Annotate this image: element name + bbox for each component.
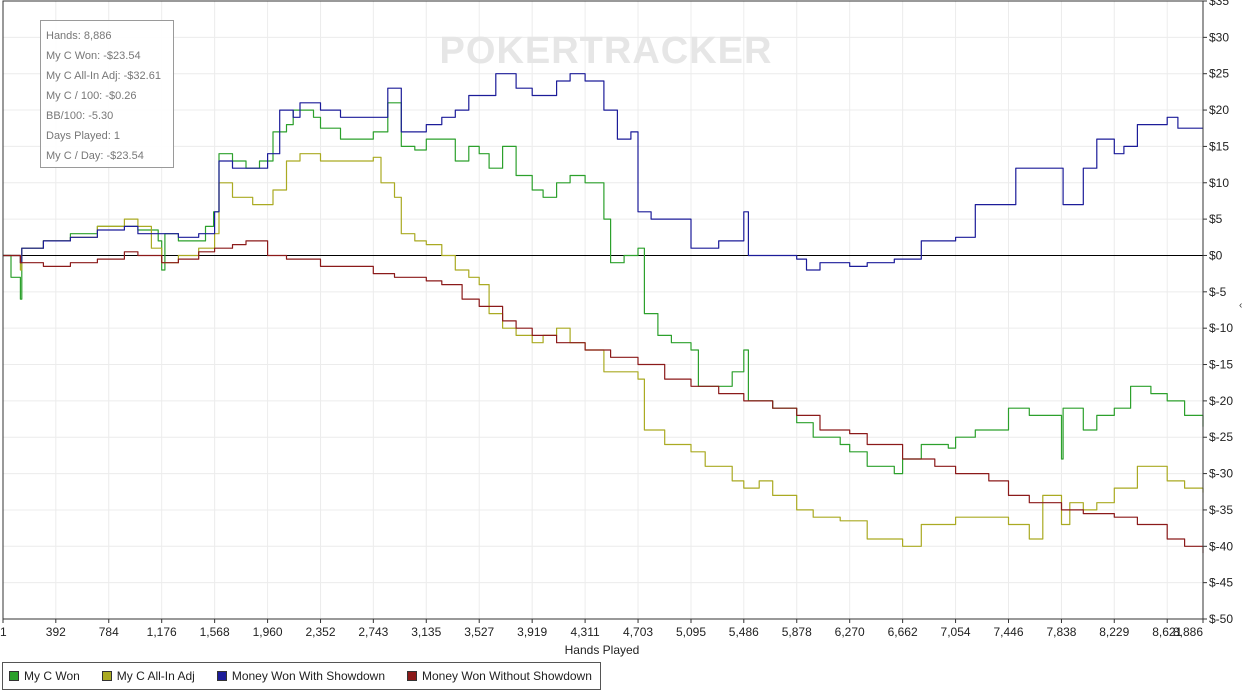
stats-per-100: My C / 100: -$0.26 (46, 90, 137, 102)
legend-swatch-without-showdown (407, 671, 418, 681)
y-tick-label: $0 (1209, 248, 1223, 262)
x-tick-label: 7,838 (1046, 625, 1076, 639)
y-tick-label: $-20 (1209, 394, 1233, 408)
legend-item-without-showdown[interactable]: Money Won Without Showdown (407, 669, 592, 683)
y-tick-label: $-10 (1209, 321, 1233, 335)
y-tick-label: $-15 (1209, 358, 1233, 372)
watermark-logo: POKERTRACKER (440, 30, 773, 72)
axis-layer: $35 $30 $25 $20 $15 $10 $5 $0 $-5 $-10 $-15 $-20 $-2… (0, 0, 1233, 639)
y-tick-label: $-35 (1209, 503, 1233, 517)
x-tick-label: 1 (0, 625, 7, 639)
legend-item-my-c-won[interactable]: My C Won (9, 669, 80, 683)
stats-box: Hands: 8,886 My C Won: -$23.54 My C All-… (40, 20, 174, 168)
legend-swatch-my-c-won (9, 671, 19, 681)
y-tick-label: $25 (1209, 67, 1229, 81)
y-tick-label: $-40 (1209, 539, 1233, 553)
legend-label: Money Won With Showdown (231, 669, 386, 683)
x-tick-label: 784 (99, 625, 119, 639)
y-tick-label: $-30 (1209, 467, 1233, 481)
x-tick-label: 1,568 (200, 625, 230, 639)
y-tick-label: $5 (1209, 212, 1223, 226)
series-line-2 (3, 73, 1203, 271)
y-tick-label: $-50 (1209, 612, 1233, 626)
y-tick-label: $-45 (1209, 576, 1233, 590)
y-tick-label: $30 (1209, 30, 1229, 44)
legend-item-all-in-adj[interactable]: My C All-In Adj (101, 669, 195, 683)
x-tick-label: 6,662 (888, 625, 918, 639)
x-tick-label: 8,621 (1152, 625, 1182, 639)
x-tick-label: 6,270 (835, 625, 865, 639)
x-axis-title: Hands Played (565, 643, 640, 657)
x-tick-label: 4,311 (571, 625, 600, 639)
series-line-3 (3, 240, 1204, 554)
series-line-0 (3, 102, 1204, 475)
stats-hands: Hands: 8,886 (46, 30, 112, 42)
stats-my-c-won: My C Won: -$23.54 (46, 50, 141, 62)
x-tick-label: 2,743 (358, 625, 388, 639)
x-tick-label: 4,703 (623, 625, 653, 639)
x-tick-label: 3,135 (411, 625, 441, 639)
x-tick-label: 7,446 (993, 625, 1023, 639)
y-tick-label: $15 (1209, 139, 1229, 153)
grid-layer (2, 0, 1204, 620)
x-tick-label: 1,176 (147, 625, 177, 639)
legend-swatch-all-in-adj (101, 671, 112, 681)
y-tick-label: $35 (1209, 0, 1229, 8)
stats-days-played: Days Played: 1 (46, 130, 120, 142)
series-layer (3, 73, 1204, 554)
legend-label: My C Won (24, 669, 80, 683)
x-tick-label: 5,878 (782, 625, 812, 639)
y-tick-label: $-5 (1209, 285, 1227, 299)
y-tick-label: $-25 (1209, 430, 1233, 444)
stats-bb-100: BB/100: -5.30 (46, 110, 114, 122)
x-tick-label: 8,229 (1099, 625, 1129, 639)
x-tick-label: 3,527 (464, 625, 494, 639)
chart-legend: My C Won My C All-In Adj Money Won With … (2, 662, 601, 690)
x-tick-label: 1,960 (253, 625, 283, 639)
plot-frame (2, 0, 1204, 620)
x-tick-label: 7,054 (941, 625, 971, 639)
legend-label: My C All-In Adj (116, 669, 195, 683)
x-tick-label: 3,919 (517, 625, 547, 639)
stats-all-in-adj: My C All-In Adj: -$32.61 (46, 70, 161, 82)
legend-item-with-showdown[interactable]: Money Won With Showdown (216, 669, 386, 683)
resize-handle-icon[interactable]: ‹ (1239, 300, 1243, 311)
legend-label: Money Won Without Showdown (422, 669, 592, 683)
x-tick-label: 5,486 (729, 625, 759, 639)
y-tick-label: $10 (1209, 176, 1229, 190)
x-tick-label: 2,352 (306, 625, 336, 639)
x-tick-label: 5,095 (676, 625, 706, 639)
x-tick-label: 8,886 (1173, 625, 1203, 639)
legend-swatch-with-showdown (216, 671, 227, 681)
series-line-1 (3, 153, 1204, 547)
stats-per-day: My C / Day: -$23.54 (46, 150, 144, 162)
y-tick-label: $20 (1209, 103, 1229, 117)
x-tick-label: 392 (46, 625, 66, 639)
